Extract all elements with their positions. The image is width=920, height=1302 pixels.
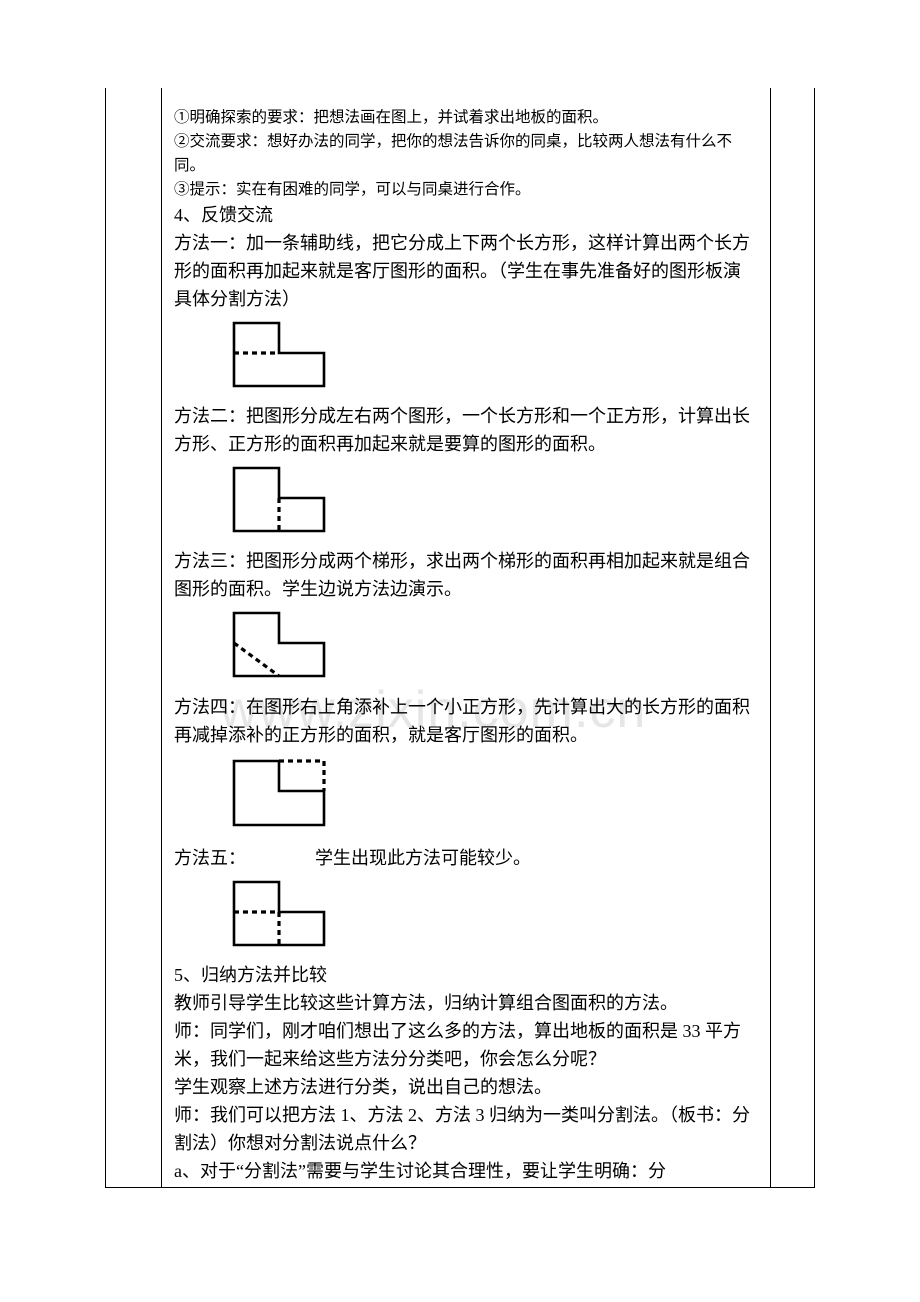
left-margin-column — [106, 88, 162, 1187]
method-5-label: 方法五： — [174, 848, 246, 868]
method-4-text: 方法四：在图形右上角添补上一个小正方形，先计算出大的长方形的面积再减掉添补的正方… — [174, 694, 758, 750]
summary-3: 学生观察上述方法进行分类，说出自己的想法。 — [174, 1074, 758, 1102]
summary-5: a、对于“分割法”需要与学生讨论其合理性，要让学生明确：分 — [174, 1158, 758, 1186]
diagram-method-3 — [224, 608, 758, 688]
requirement-1: ①明确探索的要求：把想法画在图上，并试着求出地板的面积。 — [174, 106, 758, 130]
main-content-column: ①明确探索的要求：把想法画在图上，并试着求出地板的面积。 ②交流要求：想好办法的… — [162, 88, 770, 1187]
summary-2: 师：同学们，刚才咱们想出了这么多的方法，算出地板的面积是 33 平方米，我们一起… — [174, 1018, 758, 1074]
right-margin-column — [770, 88, 814, 1187]
method-3-text: 方法三：把图形分成两个梯形，求出两个梯形的面积再相加起来就是组合图形的面积。学生… — [174, 548, 758, 604]
diagram-method-2 — [224, 463, 758, 543]
content-frame: ①明确探索的要求：把想法画在图上，并试着求出地板的面积。 ②交流要求：想好办法的… — [105, 88, 815, 1188]
method-5-text: 学生出现此方法可能较少。 — [315, 848, 531, 868]
method-1-text: 方法一：加一条辅助线，把它分成上下两个长方形，这样计算出两个长方形的面积再加起来… — [174, 230, 758, 314]
summary-4: 师：我们可以把方法 1、方法 2、方法 3 归纳为一类叫分割法。（板书：分割法）… — [174, 1102, 758, 1158]
diagram-method-4 — [224, 753, 758, 839]
heading-5: 5、归纳方法并比较 — [174, 962, 758, 990]
requirement-2: ②交流要求：想好办法的同学，把你的想法告诉你的同桌，比较两人想法有什么不同。 — [174, 130, 758, 178]
diagram-method-5 — [224, 877, 758, 957]
summary-1: 教师引导学生比较这些计算方法，归纳计算组合图面积的方法。 — [174, 990, 758, 1018]
method-5-row: 方法五： 学生出现此方法可能较少。 — [174, 845, 758, 873]
requirement-3: ③提示：实在有困难的同学，可以与同桌进行合作。 — [174, 178, 758, 202]
diagram-method-1 — [224, 318, 758, 398]
method-2-text: 方法二：把图形分成左右两个图形，一个长方形和一个正方形，计算出长方形、正方形的面… — [174, 403, 758, 459]
heading-4: 4、反馈交流 — [174, 202, 758, 230]
